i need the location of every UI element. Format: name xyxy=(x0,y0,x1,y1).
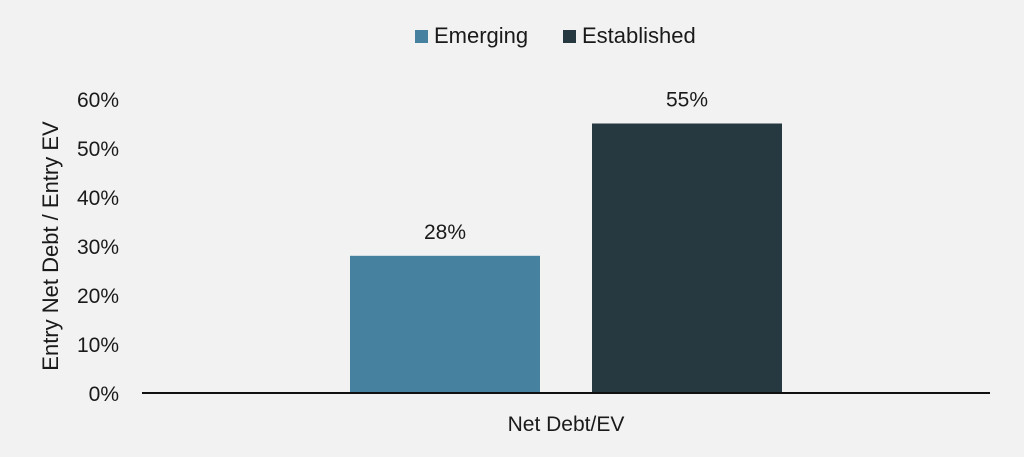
legend: Emerging Established xyxy=(415,23,696,48)
y-tick-label: 20% xyxy=(77,285,119,308)
data-label-emerging: 28% xyxy=(424,221,466,244)
y-tick-label: 10% xyxy=(77,334,119,357)
bars xyxy=(350,123,782,393)
legend-label: Established xyxy=(582,23,696,48)
y-tick-label: 0% xyxy=(89,383,119,406)
bar-established xyxy=(592,123,782,393)
legend-item-emerging: Emerging xyxy=(415,23,528,48)
y-tick-label: 50% xyxy=(77,138,119,161)
legend-label: Emerging xyxy=(434,23,528,48)
x-axis-ticks: Net Debt/EV xyxy=(508,413,625,436)
legend-item-established: Established xyxy=(563,23,696,48)
y-tick-label: 40% xyxy=(77,187,119,210)
x-tick-label: Net Debt/EV xyxy=(508,413,625,436)
bar-emerging xyxy=(350,255,540,393)
data-labels: 28% 55% xyxy=(424,89,708,244)
legend-swatch xyxy=(415,30,428,43)
data-label-established: 55% xyxy=(666,89,708,112)
legend-swatch xyxy=(563,30,576,43)
y-tick-label: 30% xyxy=(77,236,119,259)
y-axis-ticks: 0% 10% 20% 30% 40% 50% 60% xyxy=(77,89,119,406)
y-axis-label: Entry Net Debt / Entry EV xyxy=(38,121,63,371)
y-tick-label: 60% xyxy=(77,89,119,112)
